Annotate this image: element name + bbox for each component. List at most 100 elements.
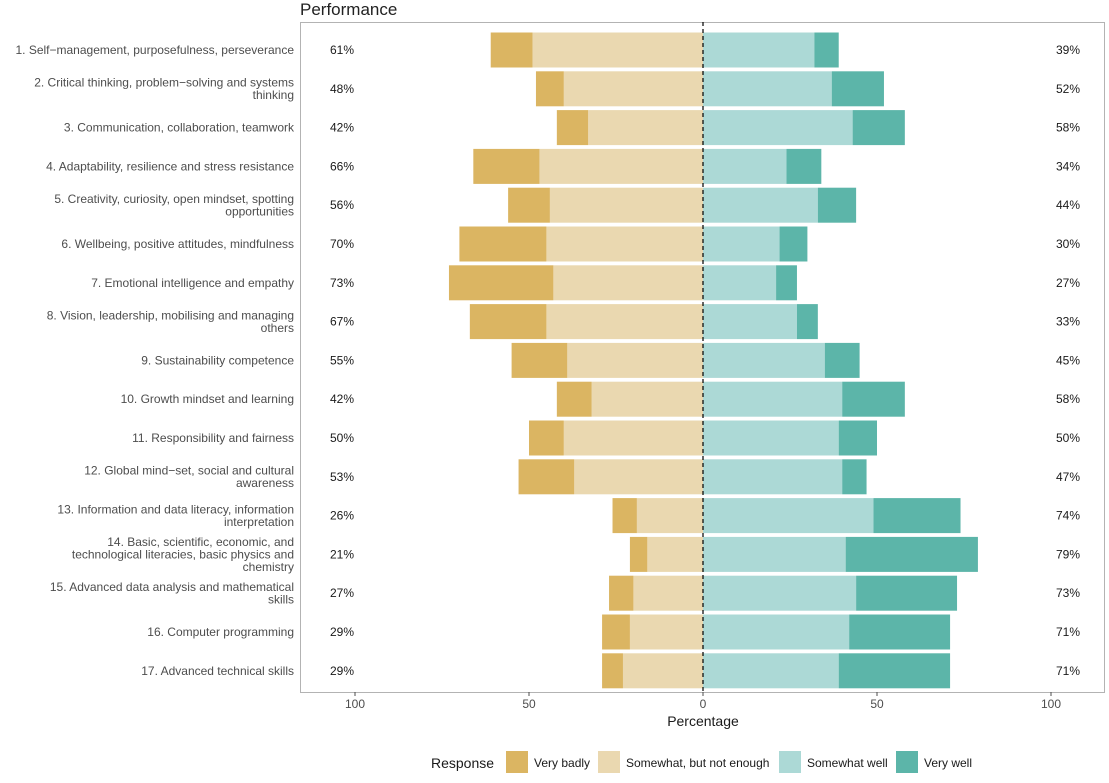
negative-total-16: 29% — [330, 625, 354, 639]
bar-very-well-4 — [786, 148, 822, 184]
negative-total-3: 42% — [330, 121, 354, 135]
positive-total-3: 58% — [1056, 121, 1080, 135]
negative-total-6: 70% — [330, 237, 354, 251]
category-label-15: 15. Advanced data analysis and mathemati… — [50, 580, 294, 606]
positive-total-11: 50% — [1056, 431, 1080, 445]
bar-somewhat-but-not-enough-12 — [574, 459, 703, 495]
positive-total-16: 71% — [1056, 625, 1080, 639]
bar-somewhat-well-17 — [703, 653, 839, 689]
category-label-13: 13. Information and data literacy, infor… — [57, 502, 294, 528]
bar-very-badly-10 — [556, 381, 592, 417]
positive-total-9: 45% — [1056, 353, 1080, 367]
bar-somewhat-well-6 — [703, 226, 780, 262]
negative-total-9: 55% — [330, 353, 354, 367]
bar-somewhat-but-not-enough-8 — [546, 304, 703, 340]
legend: Response Very badly Somewhat, but not enou… — [431, 751, 972, 773]
bar-somewhat-but-not-enough-15 — [633, 575, 703, 611]
bar-very-well-8 — [796, 304, 818, 340]
bar-somewhat-but-not-enough-14 — [647, 536, 703, 572]
bar-very-badly-15 — [609, 575, 634, 611]
category-label-3: 3. Communication, collaboration, teamwor… — [64, 121, 295, 135]
positive-total-1: 39% — [1056, 43, 1080, 57]
bar-somewhat-but-not-enough-7 — [553, 265, 703, 301]
bar-very-well-12 — [842, 459, 867, 495]
negative-total-14: 21% — [330, 547, 354, 561]
legend-key-3 — [779, 751, 801, 773]
x-tick-label-4: 100 — [1041, 697, 1061, 711]
category-label-4: 4. Adaptability, resilience and stress r… — [46, 159, 294, 173]
legend-label-2: Somewhat, but not enough — [626, 756, 769, 770]
category-label-12: 12. Global mind−set, social and cultural… — [84, 464, 294, 490]
bar-very-badly-16 — [602, 614, 630, 650]
bar-somewhat-but-not-enough-3 — [588, 110, 703, 146]
legend-key-4 — [896, 751, 918, 773]
bar-somewhat-but-not-enough-17 — [622, 653, 703, 689]
legend-key-2 — [598, 751, 620, 773]
bar-very-badly-13 — [612, 498, 637, 534]
bar-very-well-17 — [838, 653, 951, 689]
bar-somewhat-well-2 — [703, 71, 832, 107]
positive-total-12: 47% — [1056, 470, 1080, 484]
bar-somewhat-but-not-enough-9 — [567, 342, 703, 378]
bar-somewhat-well-7 — [703, 265, 777, 301]
x-axis-label: Percentage — [667, 713, 739, 729]
positive-total-14: 79% — [1056, 547, 1080, 561]
bar-somewhat-but-not-enough-6 — [546, 226, 703, 262]
bar-somewhat-well-10 — [703, 381, 843, 417]
positive-total-6: 30% — [1056, 237, 1080, 251]
bar-somewhat-well-8 — [703, 304, 797, 340]
bar-somewhat-but-not-enough-13 — [636, 498, 703, 534]
category-label-8: 8. Vision, leadership, mobilising and ma… — [47, 308, 294, 334]
negative-total-7: 73% — [330, 276, 354, 290]
bar-very-badly-6 — [459, 226, 547, 262]
bar-somewhat-well-14 — [703, 536, 846, 572]
positive-total-13: 74% — [1056, 509, 1080, 523]
bar-very-badly-3 — [556, 110, 589, 146]
positive-total-15: 73% — [1056, 586, 1080, 600]
bar-very-badly-12 — [518, 459, 575, 495]
negative-total-10: 42% — [330, 392, 354, 406]
bar-very-badly-14 — [629, 536, 648, 572]
bar-somewhat-well-1 — [703, 32, 815, 68]
bar-very-well-11 — [838, 420, 877, 456]
negative-total-2: 48% — [330, 82, 354, 96]
category-label-1: 1. Self−management, purposefulness, pers… — [15, 43, 294, 57]
bar-very-badly-2 — [535, 71, 564, 107]
bar-somewhat-but-not-enough-16 — [629, 614, 703, 650]
positive-total-17: 71% — [1056, 664, 1080, 678]
bar-very-well-9 — [824, 342, 860, 378]
x-tick-label-1: 50 — [522, 697, 536, 711]
bar-somewhat-well-5 — [703, 187, 818, 223]
bar-very-badly-5 — [508, 187, 550, 223]
category-label-11: 11. Responsibility and fairness — [132, 431, 294, 445]
legend-key-1 — [506, 751, 528, 773]
bar-somewhat-well-15 — [703, 575, 857, 611]
negative-total-8: 67% — [330, 315, 354, 329]
positive-total-10: 58% — [1056, 392, 1080, 406]
bar-very-badly-17 — [602, 653, 623, 689]
bar-somewhat-well-4 — [703, 148, 787, 184]
bar-very-well-14 — [845, 536, 978, 572]
bar-very-badly-7 — [448, 265, 554, 301]
bar-very-badly-8 — [469, 304, 547, 340]
category-label-2: 2. Critical thinking, problem−solving an… — [34, 76, 294, 102]
positive-total-7: 27% — [1056, 276, 1080, 290]
positive-total-4: 34% — [1056, 159, 1080, 173]
bar-very-well-1 — [814, 32, 839, 68]
bar-somewhat-well-9 — [703, 342, 825, 378]
category-label-16: 16. Computer programming — [147, 625, 294, 639]
negative-total-11: 50% — [330, 431, 354, 445]
chart-title: Performance — [300, 0, 397, 19]
bar-somewhat-but-not-enough-4 — [539, 148, 703, 184]
positive-total-2: 52% — [1056, 82, 1080, 96]
bar-very-well-5 — [817, 187, 857, 223]
category-label-10: 10. Growth mindset and learning — [121, 392, 294, 406]
bar-very-well-13 — [873, 498, 961, 534]
bar-somewhat-well-11 — [703, 420, 839, 456]
bar-very-well-2 — [831, 71, 884, 107]
negative-total-15: 27% — [330, 586, 354, 600]
bar-somewhat-well-3 — [703, 110, 853, 146]
bars-layer — [448, 32, 978, 689]
bar-somewhat-but-not-enough-2 — [563, 71, 703, 107]
labels-layer: 1. Self−management, purposefulness, pers… — [15, 43, 1080, 678]
